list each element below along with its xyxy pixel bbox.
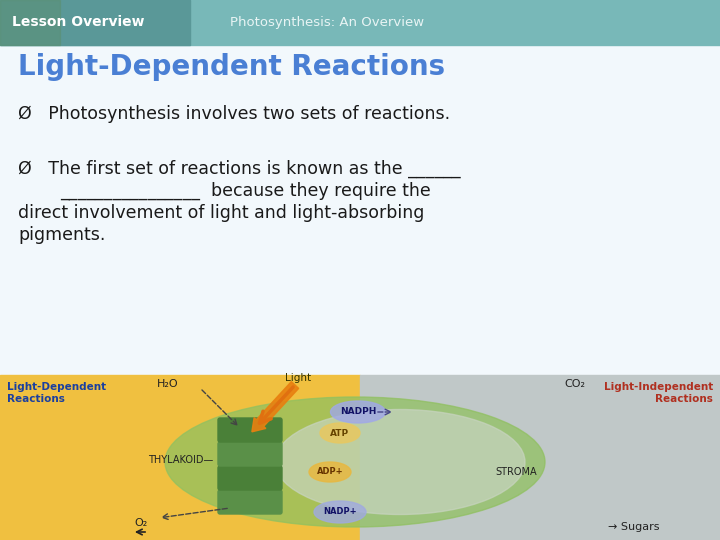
Text: Light-Independent
Reactions: Light-Independent Reactions <box>604 382 713 404</box>
Bar <box>0 0 720 45</box>
Ellipse shape <box>309 462 351 482</box>
Text: CO₂: CO₂ <box>564 379 585 389</box>
Text: Lesson Overview: Lesson Overview <box>12 16 145 30</box>
Bar <box>0 0 190 45</box>
Text: H₂O: H₂O <box>157 379 179 389</box>
Ellipse shape <box>320 423 360 443</box>
Text: ADP+: ADP+ <box>317 468 343 476</box>
Text: Photosynthesis: An Overview: Photosynthesis: An Overview <box>230 16 424 29</box>
Text: Light-Dependent
Reactions: Light-Dependent Reactions <box>7 382 106 404</box>
Bar <box>360 375 720 540</box>
FancyBboxPatch shape <box>218 466 282 490</box>
Bar <box>0 0 60 45</box>
Text: direct involvement of light and light-absorbing: direct involvement of light and light-ab… <box>18 204 424 222</box>
FancyBboxPatch shape <box>218 442 282 466</box>
Bar <box>0 45 720 375</box>
FancyBboxPatch shape <box>218 418 282 442</box>
Text: Ø   The first set of reactions is known as the ______: Ø The first set of reactions is known as… <box>18 160 461 178</box>
Text: ATP: ATP <box>330 429 350 437</box>
Text: → Sugars: → Sugars <box>608 522 660 532</box>
Ellipse shape <box>275 409 525 515</box>
Text: pigments.: pigments. <box>18 226 105 244</box>
Text: NADPH: NADPH <box>340 408 376 416</box>
Text: Ø   Photosynthesis involves two sets of reactions.: Ø Photosynthesis involves two sets of re… <box>18 105 450 123</box>
Text: ________________  because they require the: ________________ because they require th… <box>60 182 431 200</box>
Text: Light-Dependent Reactions: Light-Dependent Reactions <box>18 53 445 81</box>
Ellipse shape <box>165 397 545 527</box>
Ellipse shape <box>330 401 385 423</box>
Bar <box>0 375 360 540</box>
FancyBboxPatch shape <box>218 490 282 514</box>
Ellipse shape <box>314 501 366 523</box>
Text: O₂: O₂ <box>135 518 148 528</box>
Text: Light: Light <box>285 373 311 383</box>
Text: THYLAKOID—: THYLAKOID— <box>148 455 213 465</box>
Text: NADP+: NADP+ <box>323 508 357 516</box>
Text: STROMA: STROMA <box>495 467 536 477</box>
FancyArrow shape <box>252 382 299 432</box>
